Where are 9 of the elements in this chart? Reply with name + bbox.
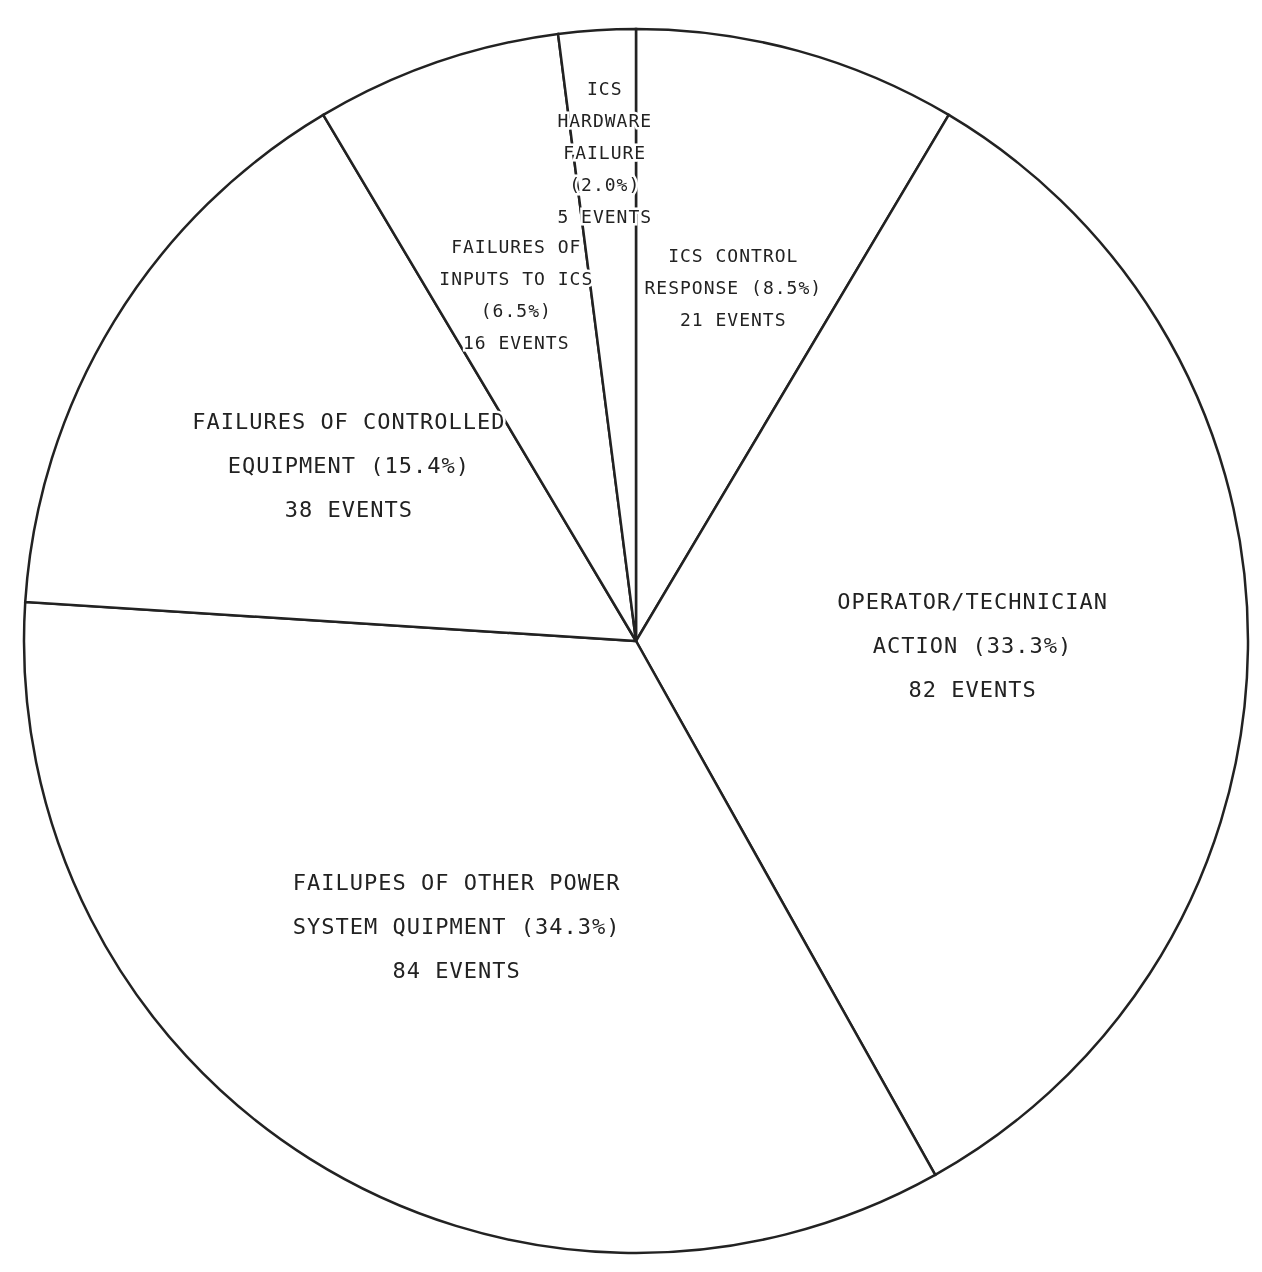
slice-label: ICS CONTROL RESPONSE (8.5%) [644, 244, 823, 298]
data-label: 21 EVENTS [680, 308, 787, 330]
data-label: 38 EVENTS [284, 496, 413, 522]
slice-label: FAILUPES OF OTHER POWER SYSTEM QUIPMENT (34.3%) [292, 869, 621, 939]
slice-label: FAILURES OF CONTROLLED EQUIPMENT (15.4%) [192, 408, 506, 478]
data-label: 82 EVENTS [908, 676, 1037, 702]
slice-label: OPERATOR/TECHNICIAN ACTION (33.3%) [837, 588, 1108, 658]
data-label: 16 EVENTS [463, 331, 570, 353]
data-label: 84 EVENTS [392, 957, 521, 983]
